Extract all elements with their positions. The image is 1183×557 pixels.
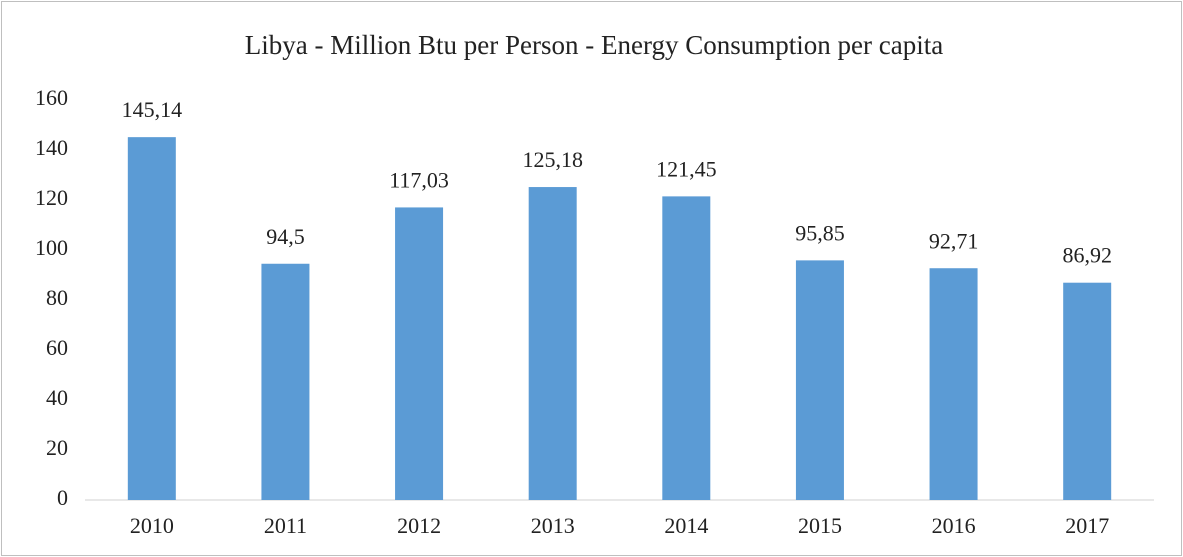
y-tick-label: 100	[35, 235, 68, 260]
bar	[261, 263, 310, 500]
data-label: 145,14	[122, 97, 183, 122]
x-tick-label: 2016	[932, 513, 976, 538]
bar	[127, 137, 176, 500]
bar	[528, 187, 577, 501]
y-tick-label: 60	[46, 335, 68, 360]
data-label: 92,71	[929, 228, 979, 253]
y-tick-label: 120	[35, 185, 68, 210]
data-label: 94,5	[266, 224, 305, 249]
data-label: 86,92	[1062, 243, 1112, 268]
y-tick-label: 40	[46, 385, 68, 410]
data-label: 125,18	[522, 147, 583, 172]
bar	[929, 268, 978, 500]
data-label: 117,03	[389, 167, 449, 192]
y-tick-label: 80	[46, 285, 68, 310]
y-tick-label: 140	[35, 135, 68, 160]
chart-title: Libya - Million Btu per Person - Energy …	[245, 30, 943, 60]
x-tick-label: 2013	[531, 513, 575, 538]
bar	[662, 196, 711, 500]
x-tick-label: 2017	[1065, 513, 1109, 538]
bar	[395, 207, 444, 501]
x-tick-label: 2014	[664, 513, 708, 538]
bar	[1063, 282, 1112, 500]
data-label: 121,45	[656, 156, 717, 181]
y-tick-label: 0	[57, 485, 68, 510]
x-tick-label: 2012	[397, 513, 441, 538]
y-tick-label: 160	[35, 85, 68, 110]
x-tick-label: 2015	[798, 513, 842, 538]
y-tick-label: 20	[46, 435, 68, 460]
bar	[795, 260, 844, 500]
x-tick-label: 2011	[264, 513, 307, 538]
x-tick-label: 2010	[130, 513, 174, 538]
data-label: 95,85	[795, 220, 845, 245]
